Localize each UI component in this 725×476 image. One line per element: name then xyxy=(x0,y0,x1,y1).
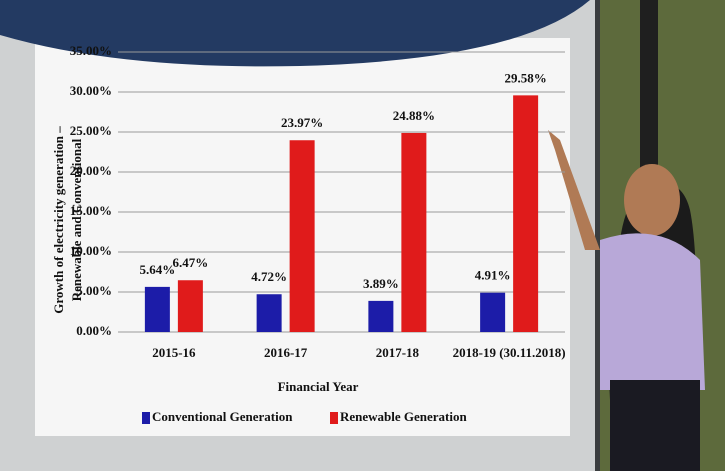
value-label: 5.64% xyxy=(140,262,176,277)
legend-label: Conventional Generation xyxy=(152,409,293,424)
value-label: 4.91% xyxy=(475,268,511,283)
bar xyxy=(257,294,282,332)
x-tick-label: 2018-19 (30.11.2018) xyxy=(453,345,566,360)
y-tick-label: 25.00% xyxy=(70,123,112,138)
bar xyxy=(290,140,315,332)
y-axis-title: Growth of electricity generation – xyxy=(51,126,66,314)
bar xyxy=(513,95,538,332)
x-tick-label: 2015-16 xyxy=(152,345,196,360)
x-axis-title: Financial Year xyxy=(278,379,359,394)
value-label: 24.88% xyxy=(393,108,435,123)
value-label: 4.72% xyxy=(251,269,287,284)
bar xyxy=(480,293,505,332)
y-tick-label: 0.00% xyxy=(76,323,112,338)
y-tick-label: 30.00% xyxy=(70,83,112,98)
value-label: 29.58% xyxy=(505,70,547,85)
chart: Growth of electricity generation – Renew… xyxy=(0,0,725,471)
bar xyxy=(178,280,203,332)
value-label: 3.89% xyxy=(363,276,399,291)
value-label: 23.97% xyxy=(281,115,323,130)
legend-swatch xyxy=(142,412,150,424)
y-tick-label: 10.00% xyxy=(70,243,112,258)
bar xyxy=(145,287,170,332)
y-tick-label: 15.00% xyxy=(70,203,112,218)
y-tick-label: 20.00% xyxy=(70,163,112,178)
legend-label: Renewable Generation xyxy=(340,409,468,424)
bar xyxy=(368,301,393,332)
value-label: 6.47% xyxy=(173,255,209,270)
x-tick-label: 2016-17 xyxy=(264,345,308,360)
y-tick-label: 5.00% xyxy=(76,283,112,298)
x-tick-label: 2017-18 xyxy=(376,345,420,360)
legend-swatch xyxy=(330,412,338,424)
y-tick-label: 35.00% xyxy=(70,43,112,58)
bar xyxy=(401,133,426,332)
